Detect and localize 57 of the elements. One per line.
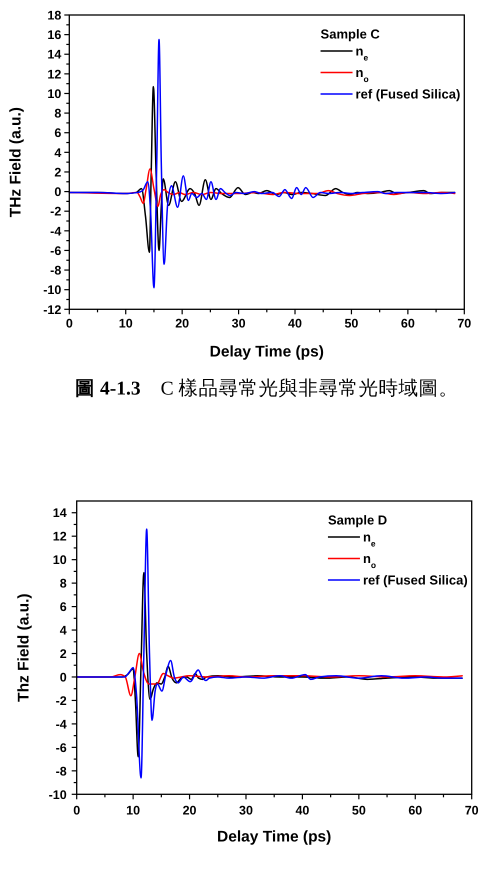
- y-tick-label: 4: [60, 624, 67, 638]
- x-tick-label: 20: [182, 804, 197, 818]
- x-tick-label: 60: [400, 316, 415, 330]
- y-tick-label: -4: [56, 717, 67, 732]
- y-tick-label: -6: [50, 244, 62, 258]
- y-tick-label: 8: [54, 106, 62, 121]
- y-tick-label: 14: [52, 506, 67, 520]
- y-tick-label: -6: [56, 740, 67, 755]
- x-tick-label: 30: [239, 804, 253, 818]
- y-tick-label: 10: [47, 86, 62, 101]
- y-tick-label: 2: [60, 647, 67, 662]
- y-tick-label: -2: [50, 204, 62, 219]
- y-tick-label: -12: [43, 302, 62, 317]
- y-tick-label: 0: [60, 670, 67, 684]
- x-tick-label: 40: [295, 804, 310, 818]
- legend-label: ref (Fused Silica): [356, 86, 460, 102]
- y-tick-label: 2: [54, 165, 62, 180]
- x-tick-label: 10: [126, 804, 140, 818]
- x-axis-title: Delay Time (ps): [217, 828, 332, 846]
- y-tick-label: -4: [50, 224, 62, 238]
- y-tick-label: 6: [54, 126, 62, 140]
- y-tick-label: 10: [52, 553, 67, 568]
- legend-title: Sample D: [328, 512, 388, 528]
- y-tick-label: 4: [54, 146, 62, 160]
- y-axis-title: THz Field (a.u.): [8, 107, 24, 218]
- y-tick-label: 14: [47, 48, 62, 62]
- x-tick-label: 10: [118, 316, 133, 330]
- x-tick-label: 30: [232, 316, 246, 330]
- y-tick-label: 6: [60, 600, 67, 614]
- y-tick-label: -2: [56, 694, 67, 708]
- y-tick-label: 18: [47, 8, 62, 22]
- y-tick-label: 8: [60, 576, 67, 591]
- text: 圖 4-1.3 C 樣品尋常光與非尋常光時域圖。: [75, 378, 458, 400]
- y-tick-label: -8: [56, 764, 67, 778]
- x-tick-label: 70: [464, 804, 479, 818]
- y-tick-label: 12: [52, 530, 67, 544]
- x-tick-label: 70: [457, 316, 472, 330]
- legend-title: Sample C: [320, 26, 380, 42]
- y-tick-label: -10: [48, 788, 67, 802]
- x-tick-label: 50: [344, 316, 358, 330]
- y-tick-label: -10: [43, 283, 62, 298]
- y-axis-title: Thz Field (a.u.): [16, 593, 32, 702]
- legend-label: ref (Fused Silica): [362, 572, 468, 588]
- y-tick-label: 16: [47, 28, 62, 42]
- y-tick-label: 0: [54, 185, 62, 200]
- legend-label: n$_{e}$: [356, 44, 369, 62]
- legend-label: n$_{e}$: [362, 530, 376, 548]
- x-tick-label: 50: [352, 804, 366, 818]
- legend-label: n$_{o}$: [362, 551, 376, 570]
- x-tick-label: 0: [73, 804, 80, 818]
- y-tick-label: 12: [47, 67, 62, 82]
- x-tick-label: 20: [175, 316, 190, 330]
- legend-label: n$_{o}$: [356, 65, 369, 84]
- x-tick-label: 60: [408, 804, 422, 818]
- x-tick-label: 40: [288, 316, 302, 330]
- y-tick-label: -8: [50, 264, 62, 278]
- x-axis-title: Delay Time (ps): [210, 344, 324, 360]
